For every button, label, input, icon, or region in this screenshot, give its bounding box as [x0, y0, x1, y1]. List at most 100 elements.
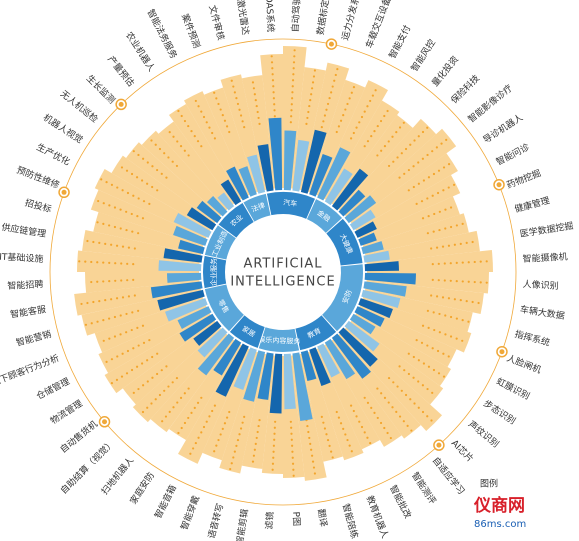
sector-band [266, 192, 316, 219]
dot [330, 450, 333, 453]
dot [398, 126, 402, 129]
dot [326, 438, 330, 442]
dot [239, 427, 243, 430]
item-label: 智能问诊 [494, 141, 532, 168]
dot [236, 438, 240, 442]
dot [96, 221, 99, 224]
dot [131, 311, 134, 314]
dot [196, 401, 200, 404]
blue-bar [338, 327, 378, 367]
dot [175, 164, 179, 168]
dot [271, 79, 275, 82]
dot [311, 81, 315, 84]
dot [132, 194, 135, 197]
dot [427, 326, 430, 330]
dot [102, 202, 105, 205]
dot [146, 380, 149, 383]
dot [441, 296, 445, 299]
blue-bar [157, 289, 205, 311]
item-label: 家庭安防 [127, 470, 157, 507]
dot [176, 401, 179, 404]
dot [289, 420, 292, 423]
dot [413, 139, 416, 142]
dot [369, 441, 372, 445]
blue-bar [213, 338, 242, 376]
dot [273, 426, 276, 429]
dot [369, 99, 372, 103]
dot [133, 294, 136, 297]
item-label: 声纹识别 [466, 418, 502, 450]
dot [473, 280, 476, 284]
dot [379, 421, 383, 425]
dot [202, 115, 206, 119]
dot [339, 422, 343, 425]
dot [253, 93, 256, 96]
dot [313, 472, 317, 475]
dot [407, 352, 410, 355]
dot [131, 230, 134, 233]
blue-bar [331, 168, 369, 211]
dot [208, 126, 211, 129]
dot [407, 189, 410, 192]
dot [455, 224, 458, 227]
dot [146, 182, 149, 185]
item-label: 无人机巡检 [58, 88, 101, 126]
blue-bar [220, 179, 242, 206]
dot [432, 368, 436, 372]
dot [98, 299, 101, 303]
dot [98, 241, 101, 245]
dot [417, 182, 420, 185]
dot [465, 299, 468, 303]
orange-area [359, 196, 460, 247]
dot [221, 427, 224, 430]
dot [163, 389, 166, 392]
blue-bar [300, 129, 327, 194]
dot [142, 200, 146, 203]
blue-bar [349, 313, 376, 335]
dot [350, 91, 353, 94]
dot [436, 191, 440, 195]
dot [187, 154, 190, 157]
dot [350, 450, 353, 453]
dot [352, 86, 356, 89]
dot [151, 165, 154, 168]
dot [386, 109, 389, 113]
dot [251, 460, 255, 463]
dot [291, 462, 295, 465]
blue-bar [179, 313, 217, 342]
dot [126, 279, 129, 282]
dot [455, 317, 458, 320]
dot [243, 415, 246, 418]
dot [161, 420, 164, 423]
item-label: 智能剪辑 [233, 508, 250, 541]
dot [190, 411, 193, 414]
blue-bar [292, 139, 310, 192]
dot [119, 333, 122, 336]
dot [200, 145, 203, 148]
dot [432, 311, 435, 314]
item-label: 药物挖掘 [505, 167, 543, 191]
dot [479, 281, 482, 284]
item-label: 智能穿戴 [178, 494, 202, 532]
item-label: 健康管理 [513, 194, 551, 215]
item-label: 生产优化 [35, 141, 73, 168]
dot [126, 191, 130, 195]
dot [471, 240, 474, 244]
blue-bar [292, 352, 313, 422]
dot [346, 438, 349, 442]
dot [433, 212, 436, 216]
dot [137, 309, 140, 312]
dot [254, 442, 257, 445]
dot [323, 114, 327, 117]
dot [477, 301, 480, 305]
dot [426, 153, 429, 157]
dot [243, 126, 246, 129]
orange-area [355, 175, 461, 238]
item-label: 产量预估 [105, 53, 137, 89]
dot [211, 131, 214, 135]
item-label: 扫地机器人 [99, 454, 137, 497]
dot [225, 125, 229, 128]
dot [449, 206, 453, 209]
item-label: 智能陪练 [340, 502, 361, 540]
dot [102, 261, 105, 264]
